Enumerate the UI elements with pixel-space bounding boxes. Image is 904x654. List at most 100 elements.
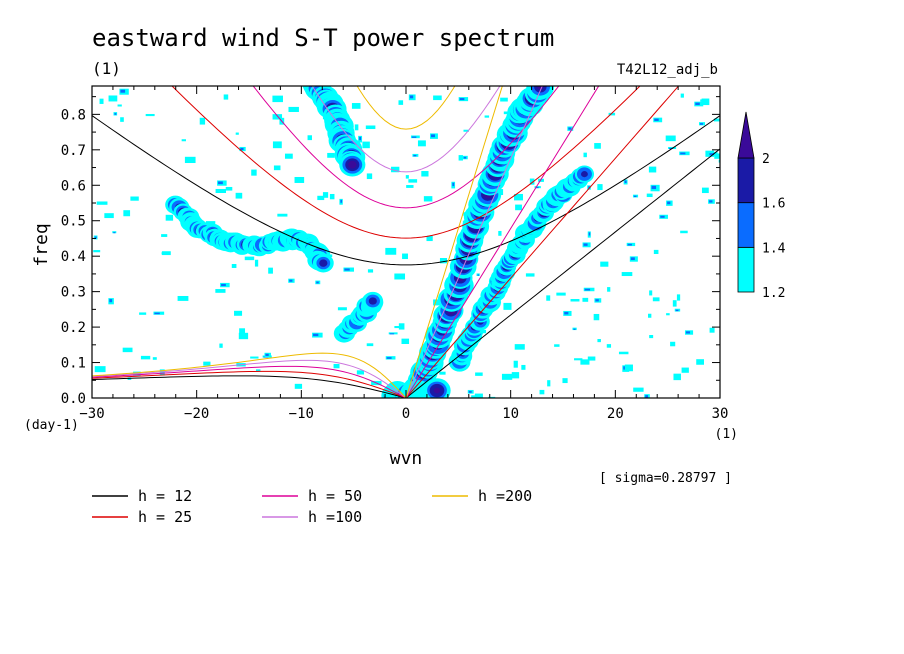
noise-patch xyxy=(93,250,101,253)
noise-patch xyxy=(362,141,370,149)
noise-patch xyxy=(401,338,410,344)
noise-patch xyxy=(219,343,223,348)
y-tick-label: 0.3 xyxy=(61,285,86,301)
noise-patch xyxy=(294,383,303,389)
noise-patch xyxy=(525,273,535,277)
noise-patch xyxy=(351,103,361,109)
x-tick-label: 0 xyxy=(402,406,410,422)
noise-patch xyxy=(231,264,237,268)
noise-patch-core xyxy=(535,187,539,189)
noise-patch xyxy=(268,267,273,274)
noise-patch-core xyxy=(431,134,435,138)
noise-patch xyxy=(223,94,229,100)
n1-westward-arc-blob xyxy=(319,259,328,267)
noise-patch xyxy=(439,371,446,375)
noise-patch xyxy=(161,252,170,255)
noise-patch-core xyxy=(667,201,671,205)
noise-patch xyxy=(177,295,189,301)
dispersion-curves xyxy=(92,86,720,398)
noise-patch xyxy=(718,159,720,163)
x-tick-label: −20 xyxy=(184,406,209,422)
noise-patch xyxy=(234,310,243,316)
noise-patch xyxy=(521,364,526,370)
kelvin-curve-h25 xyxy=(405,86,680,398)
noise-patch xyxy=(583,152,587,158)
noise-patch xyxy=(513,360,518,368)
noise-patch xyxy=(391,166,400,173)
noise-patch xyxy=(408,179,418,183)
noise-patch xyxy=(284,153,293,159)
noise-patch-core xyxy=(389,333,395,335)
colorbar-label: 1.4 xyxy=(762,241,786,256)
kelvin-curve-h200 xyxy=(405,86,503,398)
noise-patch xyxy=(199,117,206,125)
noise-patch-core xyxy=(588,186,590,189)
x-tick-label: 20 xyxy=(607,406,624,422)
noise-patch xyxy=(554,344,560,347)
noise-patch-core xyxy=(584,288,591,291)
noise-patch xyxy=(633,387,644,392)
noise-patch xyxy=(307,135,312,141)
noise-patch xyxy=(607,287,611,292)
noise-patch xyxy=(676,294,681,301)
upper-inertia-gravity-blob xyxy=(307,74,316,82)
legend: h = 12 h = 25 h = 50 h =100 h =200 xyxy=(92,487,532,526)
noise-patch xyxy=(406,185,414,188)
y-tick-label: 0.0 xyxy=(61,391,86,407)
noise-patch xyxy=(670,341,676,347)
noise-patch xyxy=(665,135,676,142)
noise-patch xyxy=(96,201,108,205)
upper-inertia-gravity-blob xyxy=(309,77,317,84)
colorbar-label: 1.2 xyxy=(762,286,785,301)
noise-patch-core xyxy=(154,312,160,315)
noise-patch xyxy=(329,193,335,200)
noise-patch xyxy=(673,373,681,381)
noise-patch-core xyxy=(568,127,572,130)
noise-patch xyxy=(356,370,365,375)
noise-patch-core xyxy=(645,395,649,398)
noise-patch xyxy=(475,372,483,376)
noise-patch-core xyxy=(573,328,576,330)
noise-patch xyxy=(272,95,283,103)
noise-patch xyxy=(649,335,654,339)
noise-patch xyxy=(500,97,508,102)
noise-patch xyxy=(104,213,114,219)
rossby-curve-h200 xyxy=(92,352,407,398)
noise-patch xyxy=(235,192,243,199)
noise-patch-core xyxy=(120,89,126,93)
ig-curve-h12 xyxy=(92,115,720,266)
noise-patch-core xyxy=(344,268,350,271)
noise-patch xyxy=(108,95,118,102)
noise-patch xyxy=(652,297,660,302)
noise-patch xyxy=(215,289,226,293)
noise-patch-core xyxy=(709,200,713,203)
noise-patch xyxy=(277,213,288,217)
noise-patch xyxy=(394,273,406,280)
noise-patch-core xyxy=(588,232,591,236)
noise-patch xyxy=(463,129,469,132)
noise-patch xyxy=(161,234,168,237)
noise-patch xyxy=(618,351,629,355)
noise-patch xyxy=(474,393,483,398)
noise-patch-core xyxy=(459,98,465,101)
noise-patch-core xyxy=(633,195,637,198)
noise-patch-core xyxy=(583,243,588,246)
noise-patch xyxy=(333,363,340,369)
noise-patch-core xyxy=(386,357,392,359)
noise-patch-core xyxy=(289,279,293,282)
noise-patch xyxy=(666,313,670,316)
noise-patch xyxy=(562,378,568,384)
noise-patch xyxy=(165,214,174,221)
noise-patch xyxy=(498,230,502,236)
y-tick-label: 0.4 xyxy=(61,249,86,265)
noise-patch-core xyxy=(313,333,319,337)
noise-patch xyxy=(680,230,688,234)
colorbar-label: 2 xyxy=(762,152,770,167)
spectral-features xyxy=(165,74,595,398)
chart-subtitle-left: (1) xyxy=(92,59,121,78)
y-axis-unit: (day-1) xyxy=(24,418,79,433)
noise-patch xyxy=(145,113,155,117)
noise-patch-core xyxy=(630,257,635,261)
plot-frame xyxy=(91,85,721,399)
